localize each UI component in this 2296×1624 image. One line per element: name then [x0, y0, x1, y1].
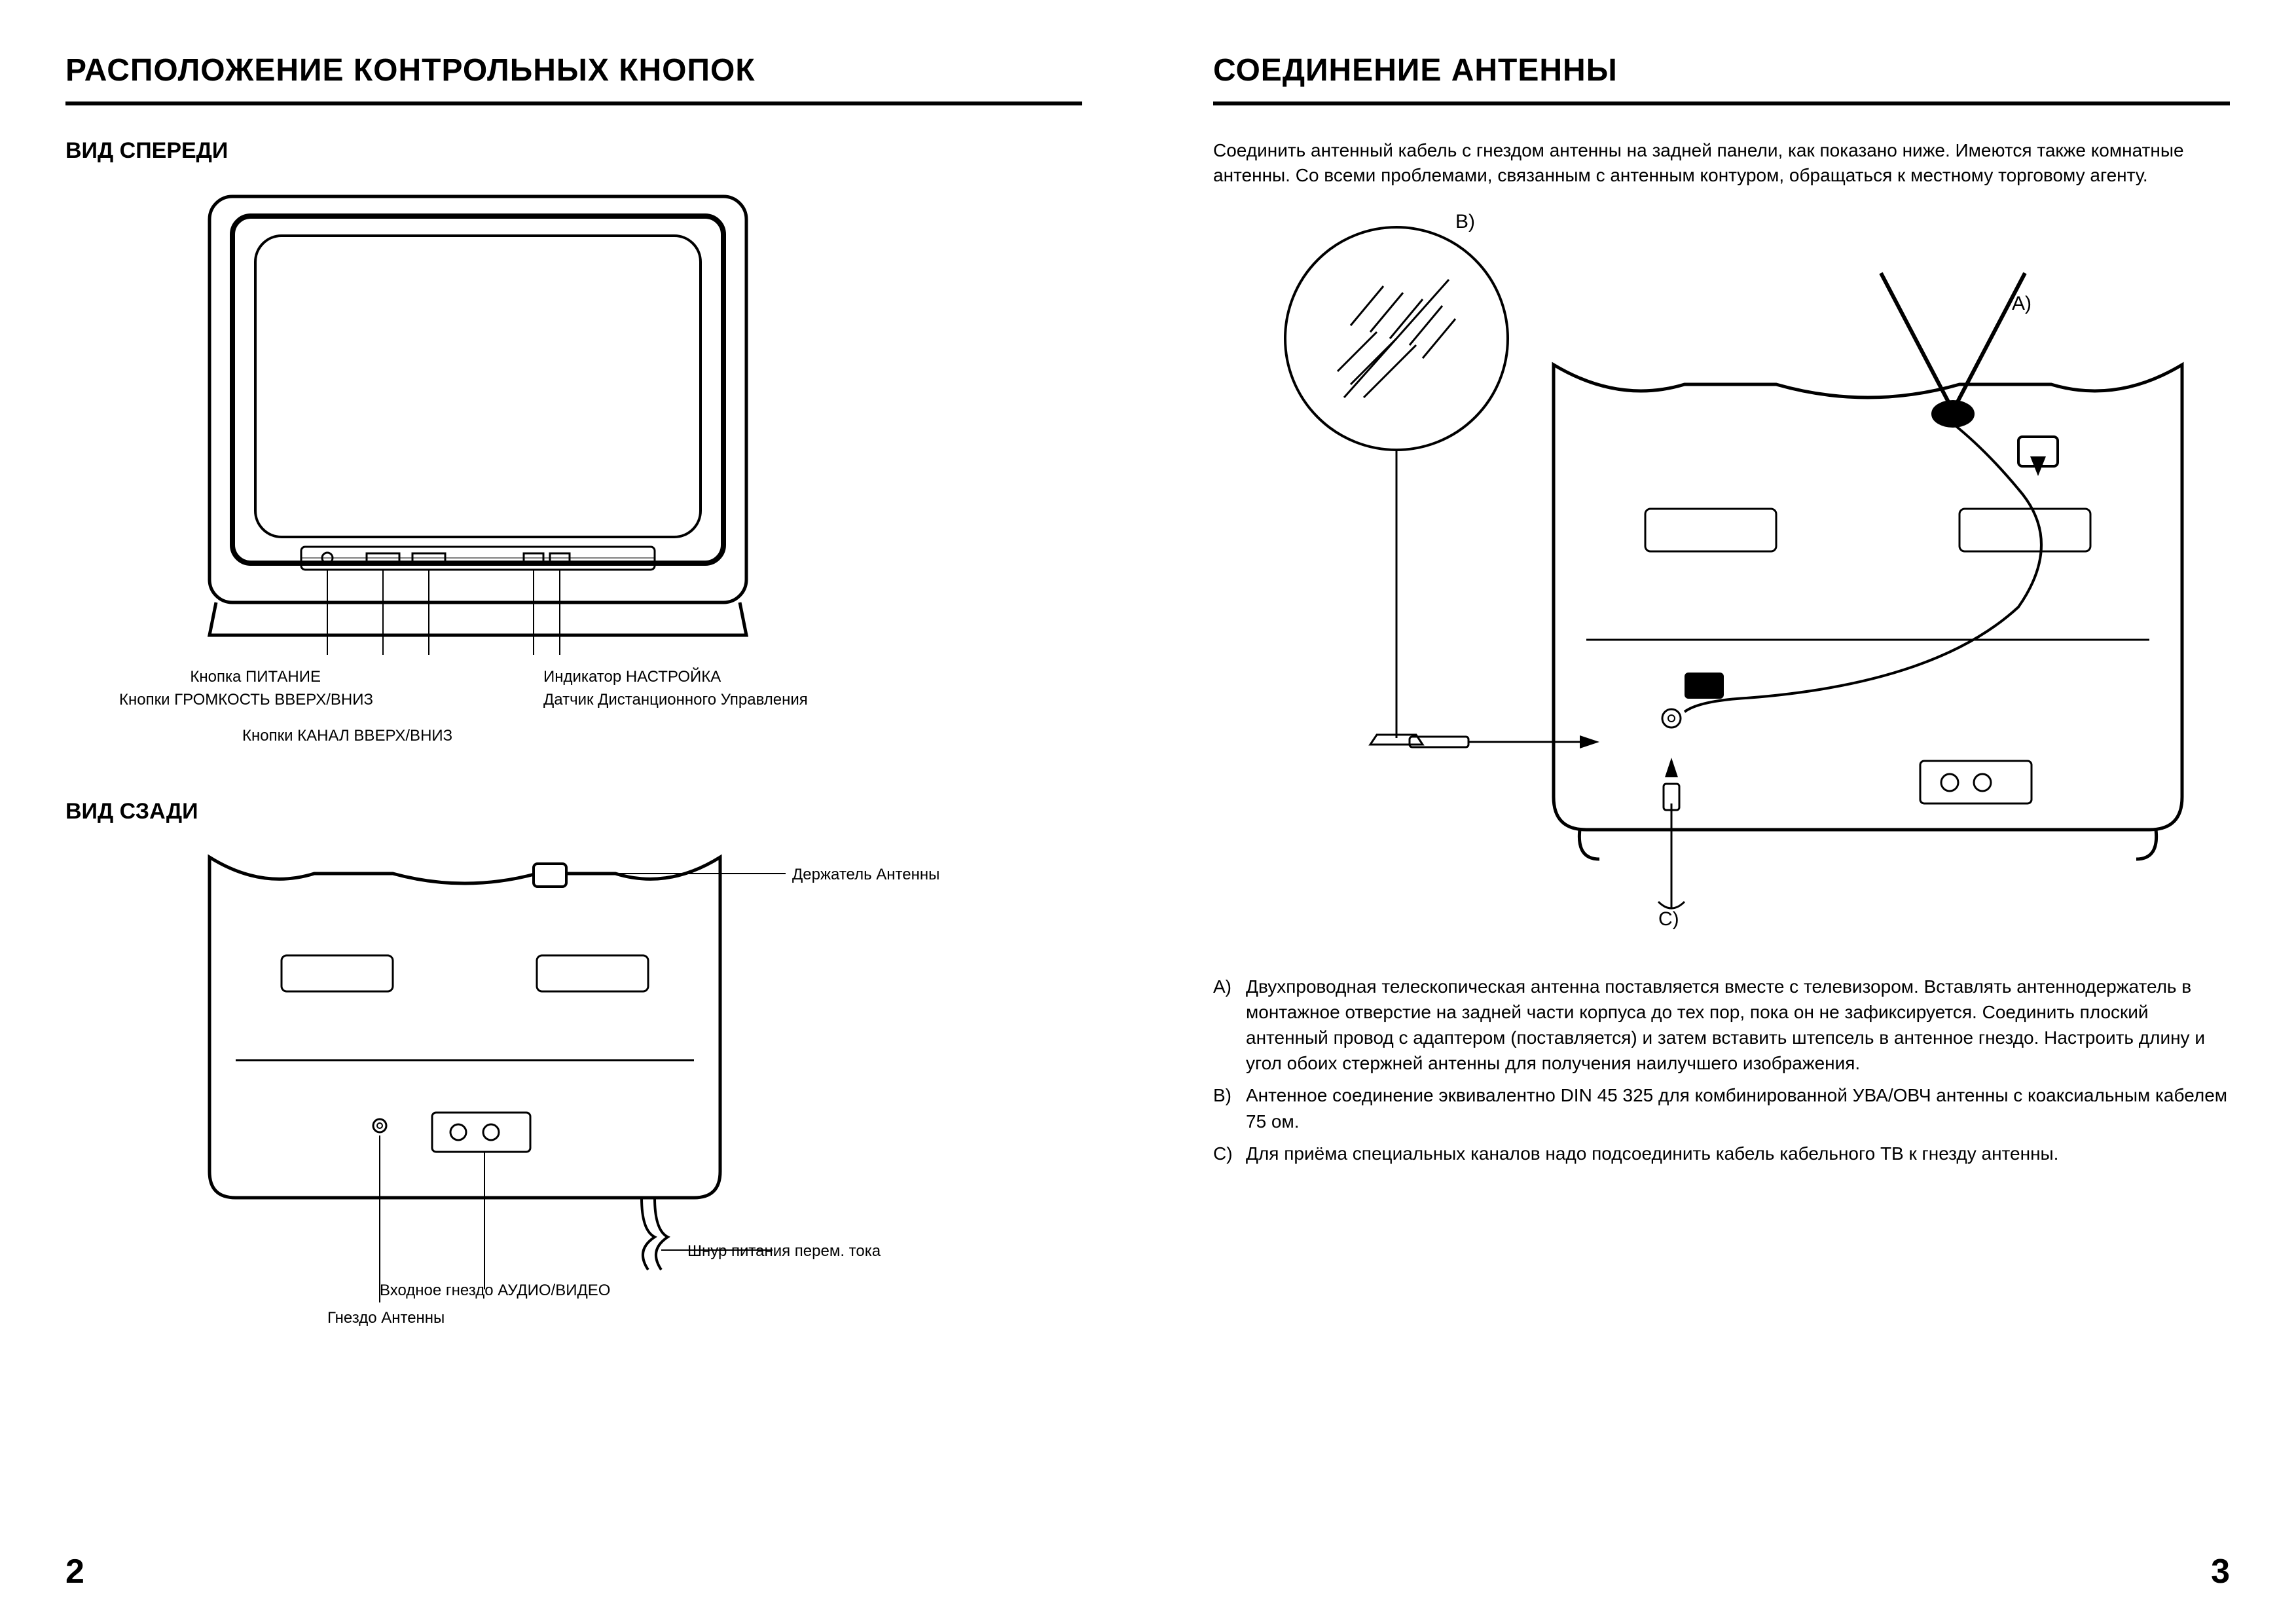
note-b-text: Антенное соединение эквивалентно DIN 45 … [1246, 1082, 2230, 1134]
page-number-3: 3 [2211, 1552, 2230, 1591]
antenna-svg [1213, 214, 2228, 921]
callout-tune: Индикатор НАСТРОЙКА [543, 668, 721, 686]
diagram-front-view: Кнопка ПИТАНИЕ Кнопки ГРОМКОСТЬ ВВЕРХ/ВН… [183, 183, 1200, 773]
note-c-key: C) [1213, 1141, 1246, 1166]
title-antenna: СОЕДИНЕНИЕ АНТЕННЫ [1213, 52, 2230, 88]
notes-list: A) Двухпроводная телескопическая антенна… [1213, 974, 2230, 1166]
subtitle-rear: ВИД СЗАДИ [65, 799, 1082, 824]
intro-text: Соединить антенный кабель с гнездом анте… [1213, 138, 2230, 188]
tv-front-svg [183, 183, 773, 655]
page-right: СОЕДИНЕНИЕ АНТЕННЫ Соединить антенный ка… [1148, 0, 2295, 1624]
callout-power: Кнопка ПИТАНИЕ [137, 668, 321, 686]
title-controls: РАСПОЛОЖЕНИЕ КОНТРОЛЬНЫХ КНОПОК [65, 52, 1082, 88]
tv-rear-svg [183, 844, 903, 1302]
diagram-antenna-connect: B) A) C) [1213, 214, 2230, 934]
callout-antenna-jack: Гнездо Антенны [327, 1309, 445, 1327]
callout-ant-holder: Держатель Антенны [792, 866, 939, 884]
callout-channel: Кнопки КАНАЛ ВВЕРХ/ВНИЗ [242, 727, 452, 745]
diagram-rear-view: Держатель Антенны Шнур питания перем. то… [183, 844, 1200, 1368]
note-b: B) Антенное соединение эквивалентно DIN … [1213, 1082, 2230, 1134]
callout-volume: Кнопки ГРОМКОСТЬ ВВЕРХ/ВНИЗ [52, 691, 373, 709]
note-c-text: Для приёма специальных каналов надо подс… [1246, 1141, 2058, 1166]
title-rule-right [1213, 101, 2230, 105]
page-left: РАСПОЛОЖЕНИЕ КОНТРОЛЬНЫХ КНОПОК ВИД СПЕР… [0, 0, 1148, 1624]
label-a: A) [2012, 293, 2032, 315]
note-c: C) Для приёма специальных каналов надо п… [1213, 1141, 2230, 1166]
label-c: C) [1658, 908, 1679, 931]
subtitle-front: ВИД СПЕРЕДИ [65, 138, 1082, 164]
note-a-key: A) [1213, 974, 1246, 1077]
callout-remote: Датчик Дистанционного Управления [543, 691, 808, 709]
note-a: A) Двухпроводная телескопическая антенна… [1213, 974, 2230, 1077]
page-number-2: 2 [65, 1552, 84, 1591]
callout-av-input: Входное гнездо АУДИО/ВИДЕО [380, 1282, 610, 1300]
title-rule-left [65, 101, 1082, 105]
note-a-text: Двухпроводная телескопическая антенна по… [1246, 974, 2230, 1077]
label-b: B) [1455, 211, 1475, 233]
note-b-key: B) [1213, 1082, 1246, 1134]
callout-ac-cord: Шнур питания перем. тока [687, 1242, 881, 1261]
